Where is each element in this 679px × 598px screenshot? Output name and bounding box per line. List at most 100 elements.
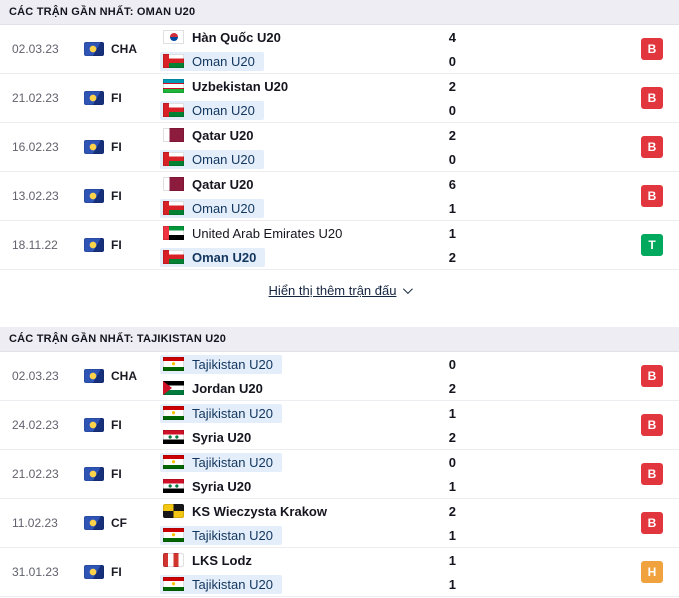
team-flag-icon — [163, 553, 184, 567]
match-date: 24.02.23 — [12, 418, 59, 432]
team-name: Oman U20 — [192, 151, 255, 167]
team-name: Oman U20 — [192, 102, 255, 118]
team-away[interactable]: Tajikistan U20 — [160, 525, 282, 545]
team-flag-icon — [163, 30, 184, 44]
team-score: 2 — [448, 380, 456, 396]
team-flag-icon — [163, 479, 184, 493]
match-row[interactable]: 02.03.23 CHA Tajikistan U20 0 Jordan U20… — [0, 352, 679, 401]
match-row[interactable]: 11.02.23 CF KS Wieczysta Krakow 2 Tajiki… — [0, 499, 679, 548]
competition: FI — [84, 418, 160, 432]
competition-code: FI — [111, 238, 122, 252]
team-score: 0 — [448, 102, 456, 118]
team-flag-icon — [163, 528, 184, 542]
team-away[interactable]: Syria U20 — [160, 428, 260, 447]
team-name: Tajikistan U20 — [192, 405, 273, 421]
teams-and-scores: Hàn Quốc U20 4 Oman U20 0 — [160, 28, 456, 71]
team-flag-icon — [163, 577, 184, 591]
teams-and-scores: Uzbekistan U20 2 Oman U20 0 — [160, 77, 456, 120]
team-score: 0 — [448, 151, 456, 167]
tournament-flag-icon — [84, 565, 104, 579]
match-row[interactable]: 21.02.23 FI Uzbekistan U20 2 Oman U20 0 … — [0, 74, 679, 123]
team-score: 1 — [448, 225, 456, 241]
team-home[interactable]: United Arab Emirates U20 — [160, 224, 351, 243]
team-score: 2 — [448, 429, 456, 445]
match-date: 31.01.23 — [12, 565, 59, 579]
competition-code: CHA — [111, 42, 137, 56]
team-away[interactable]: Syria U20 — [160, 477, 260, 496]
team-score: 1 — [448, 527, 456, 543]
tournament-flag-icon — [84, 91, 104, 105]
team-name: United Arab Emirates U20 — [192, 225, 343, 241]
competition: FI — [84, 189, 160, 203]
team-home[interactable]: Tajikistan U20 — [160, 403, 282, 423]
teams-and-scores: Tajikistan U20 0 Jordan U20 2 — [160, 354, 456, 398]
show-more-label: Hiển thị thêm trận đấu — [268, 282, 397, 298]
team-score: 1 — [448, 576, 456, 592]
team-name: KS Wieczysta Krakow — [192, 503, 327, 519]
match-date: 21.02.23 — [12, 91, 59, 105]
tournament-flag-icon — [84, 238, 104, 252]
team-flag-icon — [163, 103, 184, 117]
team-home[interactable]: Uzbekistan U20 — [160, 77, 297, 96]
tournament-flag-icon — [84, 467, 104, 481]
teams-and-scores: Tajikistan U20 0 Syria U20 1 — [160, 452, 456, 496]
team-home[interactable]: Qatar U20 — [160, 175, 262, 194]
competition-code: FI — [111, 467, 122, 481]
competition: FI — [84, 565, 160, 579]
team-home[interactable]: Tajikistan U20 — [160, 354, 282, 374]
team-away[interactable]: Jordan U20 — [160, 379, 272, 398]
tournament-flag-icon — [84, 369, 104, 383]
team-away[interactable]: Oman U20 — [160, 247, 266, 267]
team-home[interactable]: KS Wieczysta Krakow — [160, 502, 336, 521]
chevron-down-icon — [403, 283, 414, 294]
competition: FI — [84, 238, 160, 252]
match-row[interactable]: 18.11.22 FI United Arab Emirates U20 1 O… — [0, 221, 679, 270]
team-away[interactable]: Oman U20 — [160, 149, 264, 169]
tournament-flag-icon — [84, 516, 104, 530]
team-name: Tajikistan U20 — [192, 356, 273, 372]
team-name: Jordan U20 — [192, 380, 263, 396]
team-home[interactable]: LKS Lodz — [160, 551, 261, 570]
competition-code: CF — [111, 516, 127, 530]
match-row[interactable]: 02.03.23 CHA Hàn Quốc U20 4 Oman U20 0 B — [0, 25, 679, 74]
team-name: Oman U20 — [192, 53, 255, 69]
section-title: CÁC TRẬN GẦN NHẤT: OMAN U20 — [0, 0, 679, 25]
team-name: Qatar U20 — [192, 127, 254, 143]
team-away[interactable]: Tajikistan U20 — [160, 574, 282, 594]
team-score: 1 — [448, 405, 456, 421]
teams-and-scores: Qatar U20 2 Oman U20 0 — [160, 126, 456, 169]
match-date: 13.02.23 — [12, 189, 59, 203]
team-flag-icon — [163, 54, 184, 68]
show-more-matches-link[interactable]: Hiển thị thêm trận đấu — [268, 282, 414, 298]
match-row[interactable]: 21.02.23 FI Tajikistan U20 0 Syria U20 1 — [0, 450, 679, 499]
match-date: 16.02.23 — [12, 140, 59, 154]
team-away[interactable]: Oman U20 — [160, 100, 264, 120]
team-home[interactable]: Hàn Quốc U20 — [160, 28, 290, 47]
team-score: 0 — [448, 454, 456, 470]
team-score: 4 — [448, 29, 456, 45]
competition-code: FI — [111, 140, 122, 154]
result-badge: T — [641, 234, 663, 256]
team-score: 2 — [448, 127, 456, 143]
result-badge: H — [641, 561, 663, 583]
result-badge: B — [641, 38, 663, 60]
team-name: Oman U20 — [192, 249, 257, 265]
team-name: Oman U20 — [192, 200, 255, 216]
match-date: 18.11.22 — [12, 238, 58, 252]
team-home[interactable]: Tajikistan U20 — [160, 452, 282, 472]
result-badge: B — [641, 414, 663, 436]
team-home[interactable]: Qatar U20 — [160, 126, 262, 145]
match-row[interactable]: 24.02.23 FI Tajikistan U20 1 Syria U20 2 — [0, 401, 679, 450]
team-away[interactable]: Oman U20 — [160, 51, 264, 71]
match-row[interactable]: 13.02.23 FI Qatar U20 6 Oman U20 1 B — [0, 172, 679, 221]
result-badge: B — [641, 365, 663, 387]
team-score: 1 — [448, 200, 456, 216]
match-row[interactable]: 31.01.23 FI LKS Lodz 1 Tajikistan U20 1 … — [0, 548, 679, 597]
result-badge: B — [641, 87, 663, 109]
teams-and-scores: Qatar U20 6 Oman U20 1 — [160, 175, 456, 218]
match-row[interactable]: 16.02.23 FI Qatar U20 2 Oman U20 0 B — [0, 123, 679, 172]
team-flag-icon — [163, 430, 184, 444]
section-gap — [0, 310, 679, 327]
tournament-flag-icon — [84, 189, 104, 203]
team-away[interactable]: Oman U20 — [160, 198, 264, 218]
